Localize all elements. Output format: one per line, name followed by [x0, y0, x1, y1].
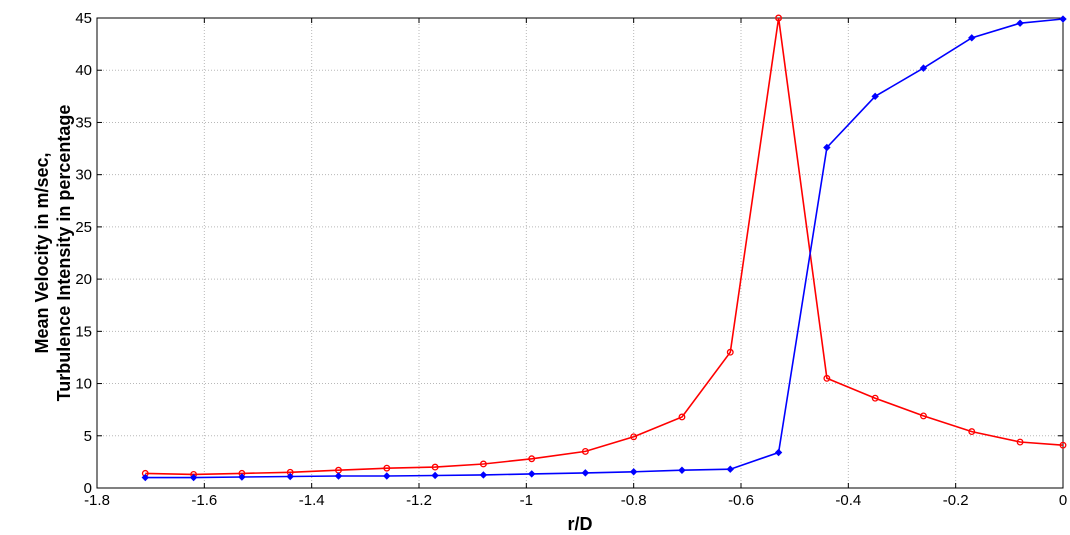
x-axis-title: r/D	[567, 514, 592, 534]
series-1-point	[726, 348, 734, 356]
series-2-point	[774, 448, 783, 457]
series-2-point	[1059, 15, 1067, 23]
y-tick-label: 40	[75, 62, 92, 79]
x-tick-label: -0.6	[728, 492, 754, 509]
series-2-point	[238, 473, 246, 481]
x-tick-label: -0.4	[835, 492, 861, 509]
x-tick-label: -1.6	[191, 492, 217, 509]
grid	[97, 18, 1063, 488]
series-2-point	[968, 34, 976, 42]
y-tick-label: 30	[75, 167, 92, 184]
series-2-point	[581, 469, 590, 477]
series-1-point	[1016, 438, 1024, 446]
series-2	[141, 15, 1067, 482]
y-tick-label: 35	[75, 114, 92, 131]
y-tick-label: 5	[84, 428, 92, 445]
y-axis-title-line-1: Mean Velocity in m/sec,	[32, 152, 52, 353]
series-2-point	[383, 472, 391, 480]
axes	[96, 17, 1064, 489]
y-tick-label: 25	[75, 219, 92, 236]
series-2-point	[678, 466, 686, 474]
x-tick-label: 0	[1059, 492, 1067, 509]
series-1-point	[920, 412, 927, 420]
series-2-point	[189, 473, 198, 482]
series-2-point	[479, 471, 488, 479]
y-axis-title: Mean Velocity in m/sec, Turbulence Inten…	[32, 105, 74, 402]
y-axis-title-line-2: Turbulence Intensity in percentage	[54, 105, 74, 402]
plot-area	[97, 18, 1063, 488]
series-1-point	[871, 394, 879, 402]
series-1-point	[823, 374, 831, 382]
series-layer	[141, 14, 1067, 482]
x-tick-label: -1.2	[406, 492, 432, 509]
plot-border	[96, 17, 1064, 489]
series-1-point	[1059, 441, 1067, 449]
series-2-point	[286, 472, 294, 481]
series-1-point	[528, 455, 536, 463]
series-1-point	[678, 413, 686, 421]
y-tick-label: 15	[75, 323, 92, 340]
x-tick-label: -0.8	[621, 492, 647, 509]
series-1-point	[383, 464, 391, 472]
tick-labels: -1.8 -1.6 -1.4 -1.2 -1 -0.8 -0.6 -0.4 -0.2 0 0 5 10 1…	[75, 10, 1067, 509]
x-tick-label: -1	[520, 492, 533, 509]
x-tick-label: -1.8	[84, 492, 110, 509]
series-2-point	[726, 465, 734, 473]
series-1-point	[479, 460, 487, 468]
series-2-point	[431, 471, 439, 480]
series-2-line	[145, 18, 1064, 479]
series-2-point	[141, 473, 150, 482]
series-2-point	[919, 64, 928, 72]
series-1-line	[145, 17, 1064, 476]
y-tick-label: 0	[84, 480, 92, 497]
y-tick-label: 20	[75, 271, 92, 288]
y-tick-label: 45	[75, 10, 92, 27]
series-1	[141, 14, 1067, 478]
x-tick-label: -1.4	[299, 492, 325, 509]
series-2-point	[823, 143, 831, 152]
series-1-point	[431, 463, 439, 471]
series-2-point	[334, 472, 343, 480]
x-tick-label: -0.2	[943, 492, 969, 509]
series-2-point	[1016, 19, 1024, 27]
series-2-point	[871, 92, 879, 101]
series-1-point	[968, 428, 976, 436]
series-1-point	[581, 447, 589, 455]
series-1-point	[775, 14, 783, 22]
y-tick-label: 10	[75, 376, 92, 393]
series-2-point	[629, 468, 638, 476]
series-2-point	[527, 470, 536, 478]
series-1-point	[630, 433, 638, 441]
